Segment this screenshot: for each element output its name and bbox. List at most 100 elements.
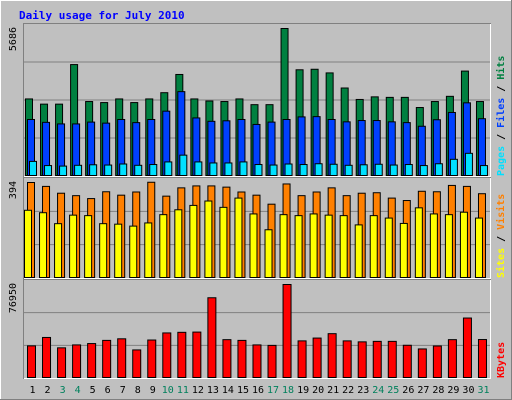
bar-kbytes-day-4: [72, 344, 82, 379]
x-tick-label-day-4: 4: [75, 385, 81, 396]
bar-sites-day-29: [444, 214, 453, 278]
bar-pages-day-8: [134, 164, 143, 177]
bar-sites-day-14: [219, 206, 228, 279]
x-tick-label-day-16: 16: [252, 385, 264, 396]
bar-sites-day-9: [144, 222, 153, 278]
bar-pages-day-1: [29, 160, 37, 177]
panel-1: 5686 Pages / Files / Hits: [8, 23, 507, 177]
bar-pages-day-22: [344, 164, 353, 177]
bar-pages-day-21: [329, 163, 338, 177]
x-tick-label-day-5: 5: [90, 385, 96, 396]
x-tick-label-day-10: 10: [162, 385, 174, 396]
x-tick-label-day-1: 1: [30, 385, 36, 396]
bar-sites-day-16: [249, 213, 258, 278]
bar-kbytes-day-30: [462, 317, 472, 378]
bar-kbytes-day-1: [27, 345, 36, 378]
bar-kbytes-day-5: [87, 343, 97, 378]
bar-kbytes-day-16: [252, 344, 262, 379]
bar-sites-day-13: [204, 200, 213, 278]
x-tick-label-day-15: 15: [237, 385, 249, 396]
bar-sites-day-11: [174, 209, 183, 278]
bar-sites-day-20: [309, 213, 318, 278]
bar-sites-day-2: [39, 212, 48, 278]
panel-bars: [27, 284, 487, 379]
panel-bars: [24, 181, 486, 279]
bar-pages-day-28: [434, 163, 443, 176]
side-legend-hits: Hits: [495, 56, 507, 80]
bar-sites-day-15: [234, 197, 243, 278]
chart-panels: 5686 Pages / Files / Hits 394 Sites / Visit…: [8, 23, 507, 379]
bar-pages-day-13: [209, 162, 218, 176]
bar-sites-day-26: [399, 222, 408, 278]
bar-kbytes-day-6: [102, 339, 112, 378]
x-tick-label-day-9: 9: [150, 385, 156, 396]
bar-pages-day-19: [299, 164, 308, 177]
panel-max-label: 76950: [8, 283, 19, 313]
bar-pages-day-20: [314, 163, 323, 176]
bar-kbytes-day-22: [342, 340, 352, 379]
bar-pages-day-14: [224, 162, 233, 176]
x-tick-label-day-7: 7: [120, 385, 126, 396]
bar-sites-day-1: [24, 209, 32, 279]
panel-2: 394 Sites / Visits: [8, 177, 507, 279]
panel-3: 76950 KBytes: [8, 279, 507, 379]
bar-kbytes-day-23: [357, 341, 367, 378]
x-tick-label-day-26: 26: [402, 385, 414, 396]
bar-pages-day-7: [119, 163, 128, 176]
bar-pages-day-17: [269, 164, 278, 176]
side-legend-separator: /: [496, 128, 507, 146]
bar-kbytes-day-14: [222, 339, 232, 378]
bar-sites-day-27: [414, 207, 423, 278]
bar-sites-day-28: [429, 213, 438, 278]
side-legend-separator: /: [496, 230, 507, 248]
bar-kbytes-day-27: [417, 348, 427, 379]
bar-sites-day-24: [369, 215, 378, 278]
bar-pages-day-27: [419, 165, 428, 176]
side-legend-kbytes: KBytes: [496, 342, 507, 378]
bar-kbytes-day-8: [132, 349, 142, 378]
bar-pages-day-23: [359, 164, 368, 176]
x-tick-label-day-3: 3: [60, 385, 66, 396]
bar-kbytes-day-13: [207, 297, 217, 378]
panel-bars: [25, 28, 488, 177]
bar-kbytes-day-28: [432, 345, 442, 378]
bar-pages-day-31: [479, 165, 488, 176]
x-tick-label-day-28: 28: [432, 385, 444, 396]
bar-kbytes-day-10: [162, 332, 172, 378]
panel-max-label: 5686: [8, 27, 19, 51]
bar-sites-day-5: [84, 215, 93, 278]
bar-kbytes-day-18: [282, 284, 292, 378]
side-legend-text: KBytes: [496, 342, 507, 378]
bar-sites-day-22: [339, 215, 348, 278]
bar-kbytes-day-12: [192, 331, 202, 379]
bar-sites-day-6: [99, 223, 108, 278]
bar-sites-day-23: [354, 224, 363, 278]
bar-pages-day-10: [164, 161, 173, 176]
chart-title: Daily usage for July 2010: [19, 9, 185, 22]
bar-kbytes-day-2: [42, 336, 52, 379]
bar-sites-day-3: [54, 223, 63, 278]
bar-sites-day-25: [384, 217, 393, 279]
bar-kbytes-day-15: [237, 339, 247, 378]
bar-kbytes-day-3: [57, 347, 67, 378]
bar-pages-day-25: [389, 164, 398, 176]
bar-sites-day-4: [69, 214, 78, 279]
bar-pages-day-18: [284, 163, 293, 176]
bar-pages-day-15: [239, 161, 248, 176]
bar-sites-day-17: [264, 229, 273, 279]
x-tick-label-day-25: 25: [387, 385, 399, 396]
bar-sites-day-30: [459, 211, 468, 278]
bar-pages-day-4: [74, 164, 83, 177]
bar-pages-day-29: [449, 158, 458, 177]
panel-side-legend: KBytes: [496, 342, 507, 378]
bar-pages-day-9: [149, 164, 158, 177]
x-tick-label-day-13: 13: [207, 385, 219, 396]
x-tick-label-day-29: 29: [447, 385, 459, 396]
x-tick-label-day-30: 30: [462, 385, 474, 396]
bar-kbytes-day-19: [297, 340, 307, 379]
bar-pages-day-26: [404, 164, 413, 177]
bar-pages-day-24: [374, 163, 383, 177]
bar-kbytes-day-29: [447, 339, 457, 378]
